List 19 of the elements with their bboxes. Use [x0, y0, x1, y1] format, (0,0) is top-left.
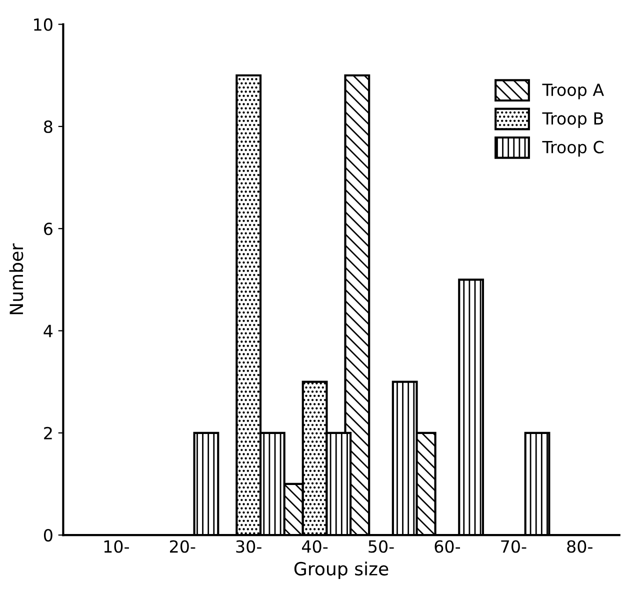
x-tick-label: 20- [170, 540, 196, 553]
x-tick-label: 50- [368, 540, 394, 553]
y-tick-label: 2 [44, 426, 52, 440]
x-tick-label: 60- [434, 540, 460, 553]
legend-label: Troop C [542, 140, 604, 157]
x-tick-label: 10- [104, 540, 129, 553]
x-tick-label: 30- [236, 540, 262, 553]
x-tick-label: 70- [501, 540, 526, 553]
x-tick-label: 40- [302, 540, 328, 553]
y-tick-label: 6 [44, 222, 52, 236]
y-tick-label: 0 [44, 529, 52, 542]
y-axis-title: Number [9, 243, 24, 314]
y-tick-label: 8 [44, 120, 52, 134]
legend-label: Troop B [542, 112, 603, 128]
x-axis-title: Group size [294, 562, 388, 580]
y-tick-label: 10 [34, 18, 52, 31]
x-tick-label: 80- [567, 540, 592, 553]
y-tick-label: 4 [44, 324, 53, 338]
legend-label: Troop A [542, 84, 604, 100]
